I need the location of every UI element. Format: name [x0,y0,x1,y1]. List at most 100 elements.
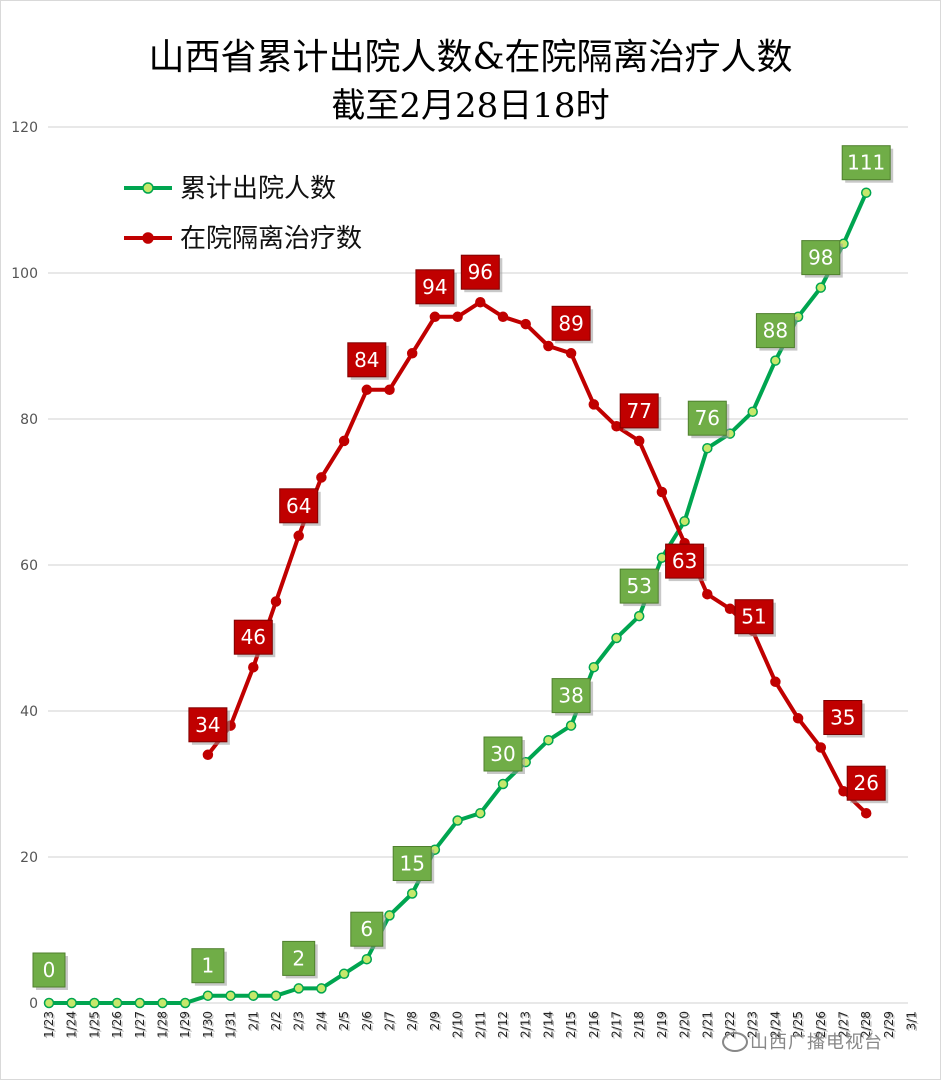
x-tick-shadow: 1/29 [180,1013,194,1040]
data-point-discharged [860,187,872,198]
x-tick-label: 2/15 [564,1011,578,1038]
x-tick-label: 1/27 [133,1011,147,1038]
x-tick-shadow: 2/17 [611,1013,625,1040]
legend-swatch-marker [142,182,154,194]
data-point-hospitalized [338,435,350,447]
data-point-hospitalized [633,435,645,447]
data-point-discharged [679,515,690,527]
x-tick-label: 2/11 [473,1011,487,1038]
x-tick-shadow: 1/28 [157,1013,171,1040]
data-point-discharged [406,888,418,899]
x-tick-shadow: 1/26 [112,1013,126,1040]
x-tick-shadow: 2/29 [883,1013,897,1040]
data-label-box-hospitalized [734,599,774,635]
x-tick-shadow: 2/9 [429,1013,443,1032]
data-label-hospitalized: 84 [354,348,379,372]
x-tick-shadow: 1/30 [202,1013,216,1040]
legend-label: 累计出院人数 [180,174,336,204]
data-label-discharged: 53 [626,574,651,598]
y-tick-label: 120 [11,120,38,136]
data-label-hospitalized: 94 [422,275,447,299]
data-point-hospitalized [520,318,531,330]
x-tick-label: 2/22 [723,1011,737,1038]
data-label-discharged: 111 [847,151,885,175]
data-point-discharged [384,910,395,921]
x-tick-shadow: 2/27 [838,1013,852,1040]
x-tick-label: 2/17 [610,1011,624,1038]
x-tick-label: 2/29 [882,1011,896,1038]
data-point-hospitalized [702,588,713,600]
x-tick-shadow: 1/24 [66,1013,80,1040]
x-tick-label: 2/1 [246,1011,260,1030]
y-tick-label: 100 [11,266,38,282]
x-tick-label: 2/21 [700,1011,714,1038]
data-label-discharged: 6 [360,917,373,941]
x-tick-shadow: 2/26 [815,1013,829,1040]
x-tick-label: 2/4 [314,1011,328,1030]
x-tick-shadow: 2/24 [770,1013,784,1040]
x-tick-shadow: 2/8 [407,1013,421,1032]
data-point-discharged [611,632,622,644]
data-label-box-discharged [619,568,659,604]
x-tick-shadow: 2/18 [634,1013,648,1040]
data-label-box-hospitalized [619,393,659,429]
data-label-box-discharged [841,145,891,181]
x-tick-label: 2/5 [337,1011,351,1030]
data-point-hospitalized [316,472,327,483]
data-label-box-hospitalized [665,543,705,579]
x-tick-label: 2/18 [632,1011,646,1038]
data-point-hospitalized [452,311,463,323]
data-label-box-hospitalized [279,488,319,524]
x-tick-shadow: 2/13 [520,1013,534,1040]
data-point-discharged [747,406,758,417]
x-tick-shadow: 2/15 [566,1013,580,1040]
data-point-discharged [157,997,168,1009]
x-tick-label: 2/10 [451,1011,465,1038]
x-tick-shadow: 2/28 [861,1013,875,1040]
x-tick-shadow: 2/3 [293,1013,307,1032]
data-point-discharged [770,355,781,366]
x-tick-label: 3/1 [905,1011,919,1030]
data-point-hospitalized [815,742,827,753]
data-point-hospitalized [248,661,259,673]
data-point-discharged [543,734,554,746]
data-label-hospitalized: 63 [672,549,697,573]
data-label-hospitalized: 34 [195,713,220,737]
y-tick-label: 60 [20,558,38,574]
data-label-discharged: 2 [292,946,305,970]
x-tick-shadow: 1/23 [44,1013,58,1040]
data-point-hospitalized [475,296,486,308]
x-tick-label: 2/7 [383,1011,397,1030]
data-label-discharged: 1 [202,954,215,978]
data-label-hospitalized: 77 [626,399,651,423]
data-point-discharged [565,720,577,731]
data-point-hospitalized [361,384,373,396]
x-tick-shadow: 2/21 [702,1013,716,1040]
data-point-discharged [179,997,191,1009]
data-label-hospitalized: 96 [468,260,493,284]
x-tick-shadow: 2/5 [339,1013,353,1032]
x-tick-shadow: 1/27 [134,1013,148,1040]
x-tick-label: 2/3 [292,1011,306,1030]
data-label-box-discharged [282,940,316,976]
x-tick-label: 1/26 [110,1011,124,1038]
x-tick-label: 2/28 [859,1011,873,1038]
x-tick-shadow: 3/1 [906,1013,920,1032]
data-label-box-hospitalized [823,700,863,735]
legend-swatch-marker [142,232,154,244]
data-point-discharged [66,997,77,1009]
data-label-box-hospitalized [460,254,500,290]
x-tick-shadow: 2/4 [316,1013,330,1032]
data-label-box-hospitalized [846,765,886,801]
x-tick-label: 1/24 [65,1011,79,1038]
data-label-discharged: 30 [490,742,515,766]
data-point-hospitalized [497,311,509,323]
x-tick-shadow: 1/25 [89,1013,103,1040]
data-point-discharged [338,968,350,980]
data-label-box-hospitalized [347,342,387,378]
x-tick-label: 2/14 [541,1011,555,1038]
legend-label: 在院隔离治疗数 [180,224,362,254]
x-tick-label: 1/25 [87,1011,101,1038]
data-label-box-discharged [801,240,841,276]
